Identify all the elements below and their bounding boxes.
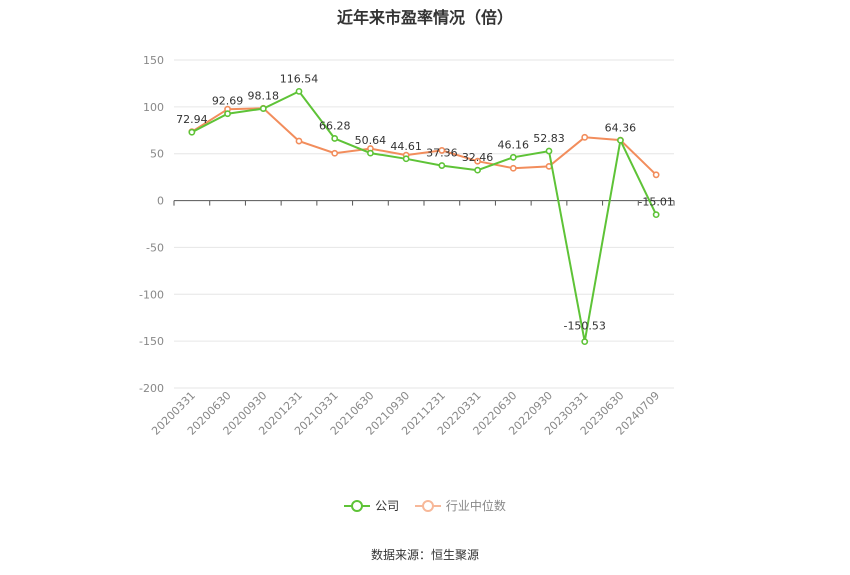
data-label: -150.53 [563, 320, 605, 333]
data-point-company [617, 136, 624, 144]
data-point-company [224, 110, 231, 118]
data-label: 44.61 [390, 140, 422, 153]
data-point-industry-median [652, 171, 660, 179]
data-point-industry-median [438, 147, 446, 154]
data-label: 32.46 [462, 151, 494, 164]
data-label: 50.64 [355, 134, 387, 147]
series-line-company [191, 90, 658, 342]
source-note: 数据来源：恒生聚源 [370, 548, 479, 562]
y-tick-label: 50 [150, 148, 164, 161]
series-line-industry-median [191, 107, 657, 176]
y-tick-label: 100 [143, 101, 164, 114]
data-point-company [438, 162, 446, 169]
y-tick-label: 0 [157, 195, 164, 208]
axes: 150100500-50-100-150-2002020033120200630… [139, 54, 675, 438]
legend-label-industry-median: 行业中位数 [445, 499, 506, 513]
y-tick-label: -150 [139, 335, 164, 348]
data-label: -15.01 [638, 196, 673, 209]
series-lines [188, 87, 660, 346]
data-point-industry-median [295, 137, 303, 145]
data-label: 72.94 [176, 113, 208, 126]
legend-swatch-industry-median [414, 499, 441, 513]
y-tick-label: -100 [139, 288, 164, 301]
data-label: 52.83 [533, 132, 565, 145]
data-point-industry-median [474, 157, 481, 165]
legend-label-company: 公司 [375, 499, 400, 513]
data-point-company [259, 105, 267, 112]
y-tick-label: -200 [139, 382, 164, 395]
legend-item-industry-median[interactable]: 行业中位数 [414, 497, 506, 514]
data-label: 66.28 [319, 119, 351, 132]
data-point-company [474, 166, 481, 174]
data-point-company [295, 87, 303, 95]
data-label: 116.54 [280, 72, 319, 85]
data-label: 92.69 [212, 95, 244, 108]
chart-title: 近年来市盈率情况（倍） [336, 8, 513, 27]
data-label: 64.36 [605, 121, 637, 134]
line-chart: 150100500-50-100-150-2002020033120200630… [139, 54, 675, 438]
data-point-company [402, 155, 410, 163]
data-point-company [581, 338, 589, 346]
data-point-company [652, 211, 660, 219]
data-point-company [331, 135, 339, 142]
data-point-company [509, 153, 517, 161]
data-point-industry-median [509, 164, 517, 172]
legend-swatch-company [344, 499, 371, 513]
data-label: 37.36 [426, 147, 458, 160]
data-label: 46.16 [498, 138, 530, 151]
legend: 公司 行业中位数 [0, 497, 850, 514]
legend-item-company[interactable]: 公司 [344, 497, 399, 514]
data-label: 98.18 [248, 90, 280, 103]
data-point-company [367, 149, 374, 157]
data-point-industry-median [581, 133, 589, 141]
data-point-company [545, 147, 553, 155]
data-point-company [188, 128, 196, 136]
y-tick-label: 150 [143, 54, 164, 67]
data-point-industry-median [331, 149, 339, 157]
y-tick-label: -50 [146, 241, 164, 254]
